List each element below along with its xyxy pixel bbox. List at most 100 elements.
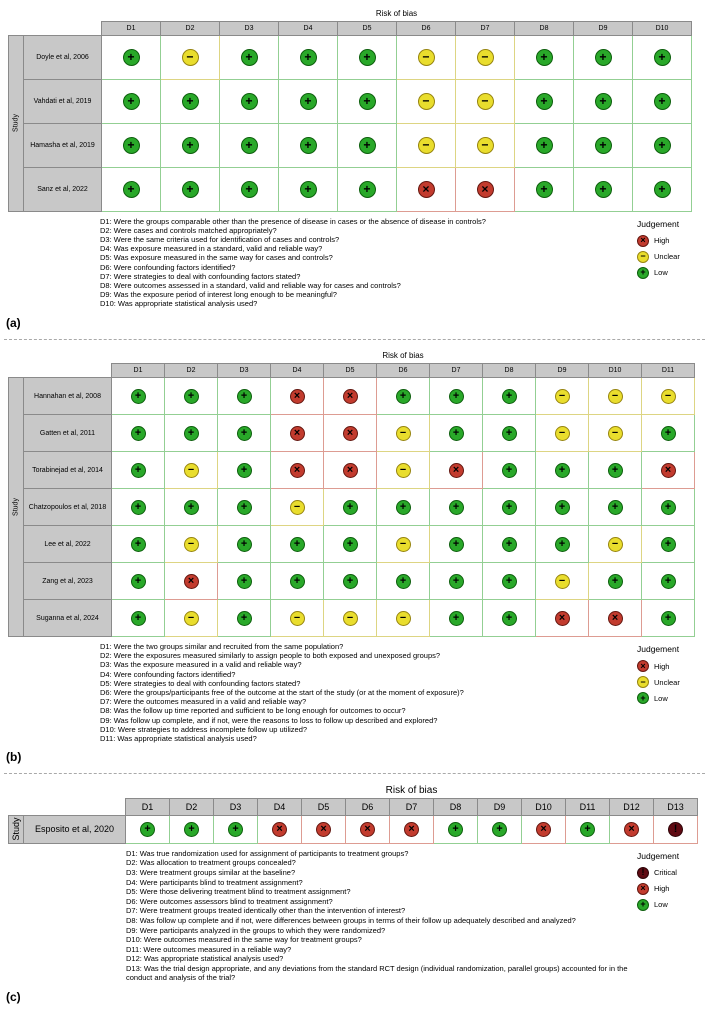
legend-label: High [654,236,670,245]
low-judgement-icon: + [607,573,623,589]
legend-item: + Low [637,898,705,911]
low-judgement-icon: + [358,136,376,154]
low-judgement-icon: + [289,536,305,552]
low-judgement-icon: + [130,425,146,441]
judgement-cell: + [164,414,218,453]
low-judgement-icon: + [637,692,649,705]
low-judgement-icon: + [181,136,199,154]
table-corner [9,798,126,815]
study-name: Sanz et al, 2022 [23,166,102,212]
low-judgement-icon: + [653,180,671,198]
domain-header: D8 [433,797,478,816]
low-judgement-icon: + [240,180,258,198]
high-judgement-icon: × [289,425,305,441]
low-judgement-icon: + [637,266,649,279]
judgement-cell: × [323,451,377,490]
judgement-cell: − [164,451,218,490]
critical-judgement-icon: ! [668,821,683,837]
domain-header: D11 [565,797,610,816]
panel-c: Risk of bias D1 D2 D3 D4 D5 D6 D7 D8 D9 D10 D11 D12 D… [4,783,705,1004]
judgement-cell: + [111,451,165,490]
judgement-cell: + [217,451,271,490]
low-judgement-icon: + [122,136,140,154]
low-judgement-icon: + [501,462,517,478]
legend-label: High [654,661,670,671]
judgement-cell: + [482,377,536,416]
judgement-cell: − [535,414,589,453]
judgement-cell: × [270,414,324,453]
domain-header: D5 [323,363,377,379]
high-judgement-icon: × [607,610,623,626]
panel-a: Risk of bias D1 D2 D3 D4 D5 D6 D7 D8 D9 D10 Study Do… [4,6,705,330]
domain-header: D11 [641,363,695,379]
high-judgement-icon: × [404,821,419,837]
low-judgement-icon: + [236,388,252,404]
legend-title: Judgement [637,644,680,655]
low-judgement-icon: + [501,536,517,552]
low-judgement-icon: + [535,48,553,66]
high-judgement-icon: × [342,388,358,404]
judgement-cell: + [535,451,589,490]
legend-item: + Low [637,692,705,705]
legend-title: Judgement [637,850,680,861]
judgement-cell: + [101,166,161,212]
table-corner [9,783,126,798]
judgement-cell: + [429,414,483,453]
unclear-judgement-icon: − [417,48,435,66]
judgement-cell: + [535,525,589,564]
judgement-cell: − [641,377,695,416]
domain-header: D12 [609,797,654,816]
domain-question: D7: Were treatment groups treated identi… [126,906,406,916]
judgement-cell: + [429,562,483,601]
judgement-cell: − [588,414,642,453]
study-name: Hamasha et al, 2019 [23,122,102,168]
domain-header: D6 [376,363,430,379]
judgement-cell: + [278,78,338,124]
low-judgement-icon: + [299,92,317,110]
judgement-cell: + [477,814,522,844]
judgement-cell: + [641,599,695,638]
study-name: Zang et al, 2023 [23,562,112,601]
risk-of-bias-title: Risk of bias [385,785,438,797]
judgement-cell: × [270,451,324,490]
judgement-cell: × [389,814,434,844]
low-judgement-icon: + [607,462,623,478]
unclear-judgement-icon: − [660,388,676,404]
unclear-judgement-icon: − [289,610,305,626]
domain-question: D6: Were outcomes assessors blind to tre… [126,896,333,906]
judgement-cell: − [376,414,430,453]
domain-header: D6 [345,797,390,816]
low-judgement-icon: + [342,499,358,515]
panel-separator [4,773,705,775]
low-judgement-icon: + [554,536,570,552]
low-judgement-icon: + [594,136,612,154]
judgement-cell: + [588,451,642,490]
unclear-judgement-icon: − [637,676,649,689]
judgement-cell: + [217,562,271,601]
unclear-judgement-icon: − [181,48,199,66]
judgement-cell: + [573,78,633,124]
study-axis-label: Study [12,498,20,516]
study-name: Chatzopoulos et al, 2018 [23,488,112,527]
judgement-cell: + [588,562,642,601]
domain-header: D4 [278,20,338,36]
domain-question: D8: Were outcomes assessed in a standard… [100,280,401,290]
judgement-cell: + [337,122,397,168]
low-judgement-icon: + [501,388,517,404]
low-judgement-icon: + [140,821,155,837]
domain-header: D4 [270,363,324,379]
legend-item: − Unclear [637,676,705,689]
unclear-judgement-icon: − [554,425,570,441]
domain-question: D11: Was appropriate statistical analysi… [100,734,257,744]
domain-question: D1: Was true randomization used for assi… [126,848,409,858]
judgement-cell: + [573,34,633,80]
judgement-legend-b: Judgement × High − Unclear + Low [637,642,705,743]
domain-question: D10: Was appropriate statistical analysi… [100,299,258,309]
unclear-judgement-icon: − [607,536,623,552]
judgement-cell: + [514,122,574,168]
judgement-cell: + [278,122,338,168]
judgement-cell: + [376,377,430,416]
domain-header: D2 [164,363,218,379]
legend-item: − Unclear [637,250,705,263]
